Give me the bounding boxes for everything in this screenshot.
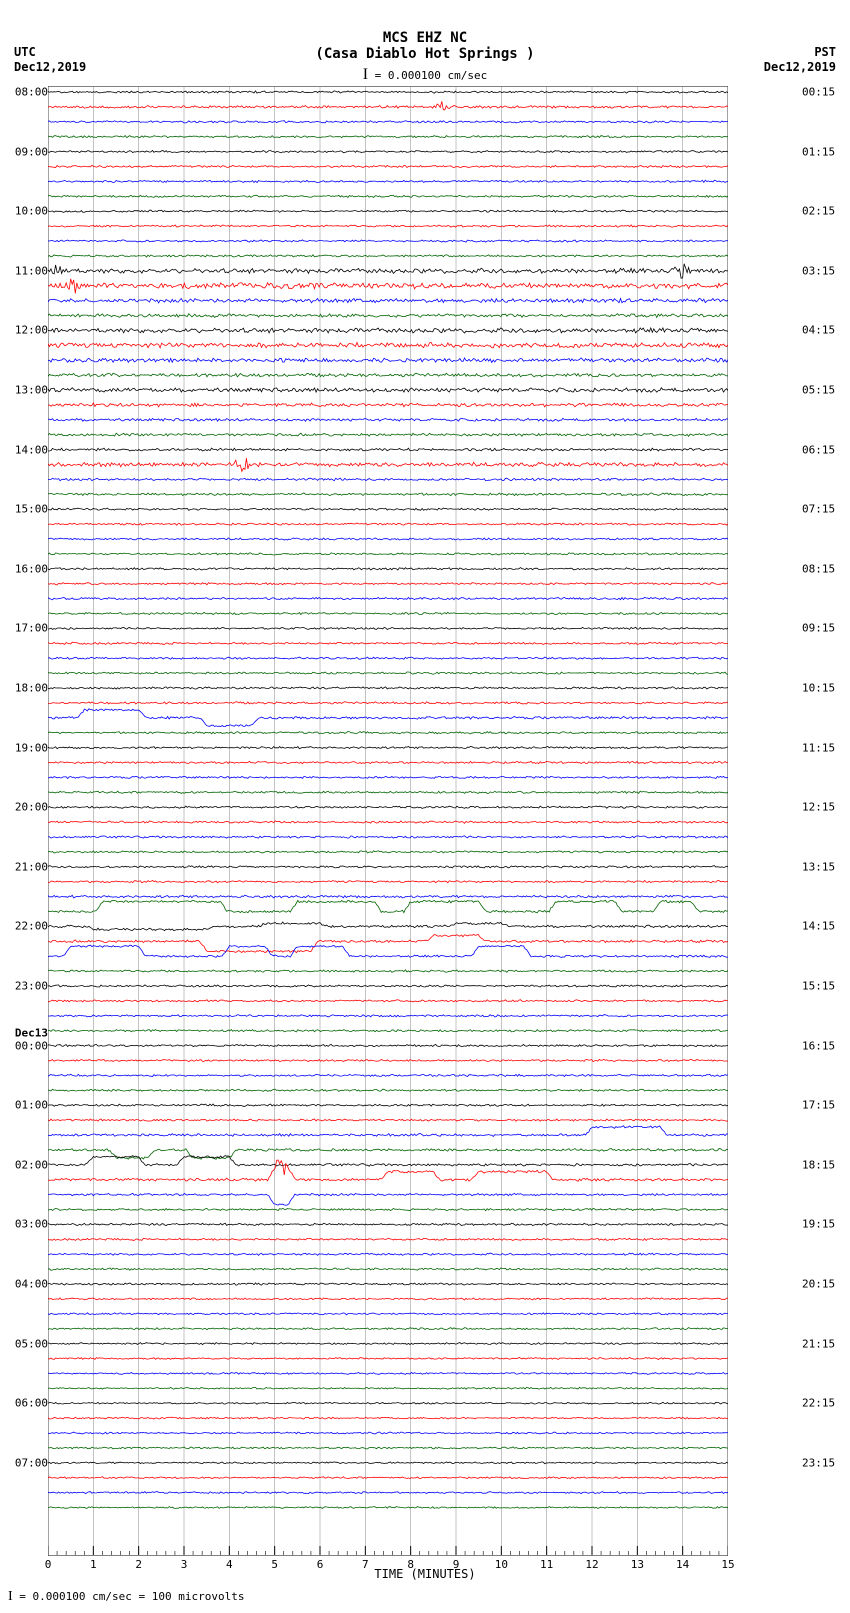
right-hour-label: 07:15 <box>802 503 835 516</box>
right-hour-label: 16:15 <box>802 1039 835 1052</box>
right-hour-label: 06:15 <box>802 443 835 456</box>
left-hour-label: 03:00 <box>15 1218 48 1231</box>
right-hour-label: 04:15 <box>802 324 835 337</box>
right-hour-label: 03:15 <box>802 264 835 277</box>
left-hour-label: 00:00 <box>15 1039 48 1052</box>
right-date: Dec12,2019 <box>764 60 836 74</box>
right-hour-label: 20:15 <box>802 1278 835 1291</box>
left-hour-label: 07:00 <box>15 1456 48 1469</box>
right-hour-label: 09:15 <box>802 622 835 635</box>
right-hour-labels: 00:15 01:15 02:15 03:15 04:15 05:15 06:15 07:15… <box>802 86 842 1556</box>
right-hour-label: 15:15 <box>802 980 835 993</box>
right-hour-label: 13:15 <box>802 860 835 873</box>
right-timezone: PST <box>814 45 836 59</box>
seismogram-svg <box>48 86 728 1556</box>
left-hour-label: 06:00 <box>15 1397 48 1410</box>
left-hour-label: 01:00 <box>15 1099 48 1112</box>
seismogram-plot: 0123456789101112131415 <box>48 86 728 1556</box>
right-hour-label: 08:15 <box>802 562 835 575</box>
left-timezone: UTC <box>14 45 36 59</box>
x-axis-label: TIME (MINUTES) <box>0 1567 850 1581</box>
left-hour-label: 20:00 <box>15 801 48 814</box>
left-hour-label: 17:00 <box>15 622 48 635</box>
station-code: MCS EHZ NC <box>0 0 850 46</box>
left-hour-label: 15:00 <box>15 503 48 516</box>
seismogram-container: MCS EHZ NC (Casa Diablo Hot Springs ) I … <box>0 0 850 1613</box>
left-date: Dec12,2019 <box>14 60 86 74</box>
scale-note: I = 0.000100 cm/sec <box>0 66 850 84</box>
left-hour-label: 12:00 <box>15 324 48 337</box>
right-hour-label: 02:15 <box>802 205 835 218</box>
right-hour-label: 00:15 <box>802 86 835 99</box>
left-hour-label: 10:00 <box>15 205 48 218</box>
station-name: (Casa Diablo Hot Springs ) <box>0 46 850 62</box>
right-hour-label: 01:15 <box>802 145 835 158</box>
right-hour-label: 22:15 <box>802 1397 835 1410</box>
right-hour-label: 17:15 <box>802 1099 835 1112</box>
right-hour-label: 05:15 <box>802 384 835 397</box>
left-hour-label: 23:00 <box>15 980 48 993</box>
left-hour-label: 14:00 <box>15 443 48 456</box>
left-hour-label: 19:00 <box>15 741 48 754</box>
right-hour-label: 21:15 <box>802 1337 835 1350</box>
left-extra-date: Dec13 <box>15 1026 48 1039</box>
right-hour-label: 12:15 <box>802 801 835 814</box>
left-hour-label: 11:00 <box>15 264 48 277</box>
footer-scale: I = 0.000100 cm/sec = 100 microvolts <box>8 1589 244 1605</box>
left-hour-label: 05:00 <box>15 1337 48 1350</box>
right-hour-label: 10:15 <box>802 682 835 695</box>
right-hour-label: 23:15 <box>802 1456 835 1469</box>
left-hour-label: 16:00 <box>15 562 48 575</box>
left-hour-label: 22:00 <box>15 920 48 933</box>
left-hour-label: 08:00 <box>15 86 48 99</box>
right-hour-label: 11:15 <box>802 741 835 754</box>
left-hour-label: 02:00 <box>15 1158 48 1171</box>
right-hour-label: 14:15 <box>802 920 835 933</box>
left-hour-label: 04:00 <box>15 1278 48 1291</box>
left-hour-label: 18:00 <box>15 682 48 695</box>
right-hour-label: 19:15 <box>802 1218 835 1231</box>
left-hour-label: 13:00 <box>15 384 48 397</box>
right-hour-label: 18:15 <box>802 1158 835 1171</box>
left-hour-label: 21:00 <box>15 860 48 873</box>
left-hour-labels: 08:00 09:00 10:00 11:00 12:00 13:00 14:00 15:00… <box>8 86 48 1556</box>
left-hour-label: 09:00 <box>15 145 48 158</box>
